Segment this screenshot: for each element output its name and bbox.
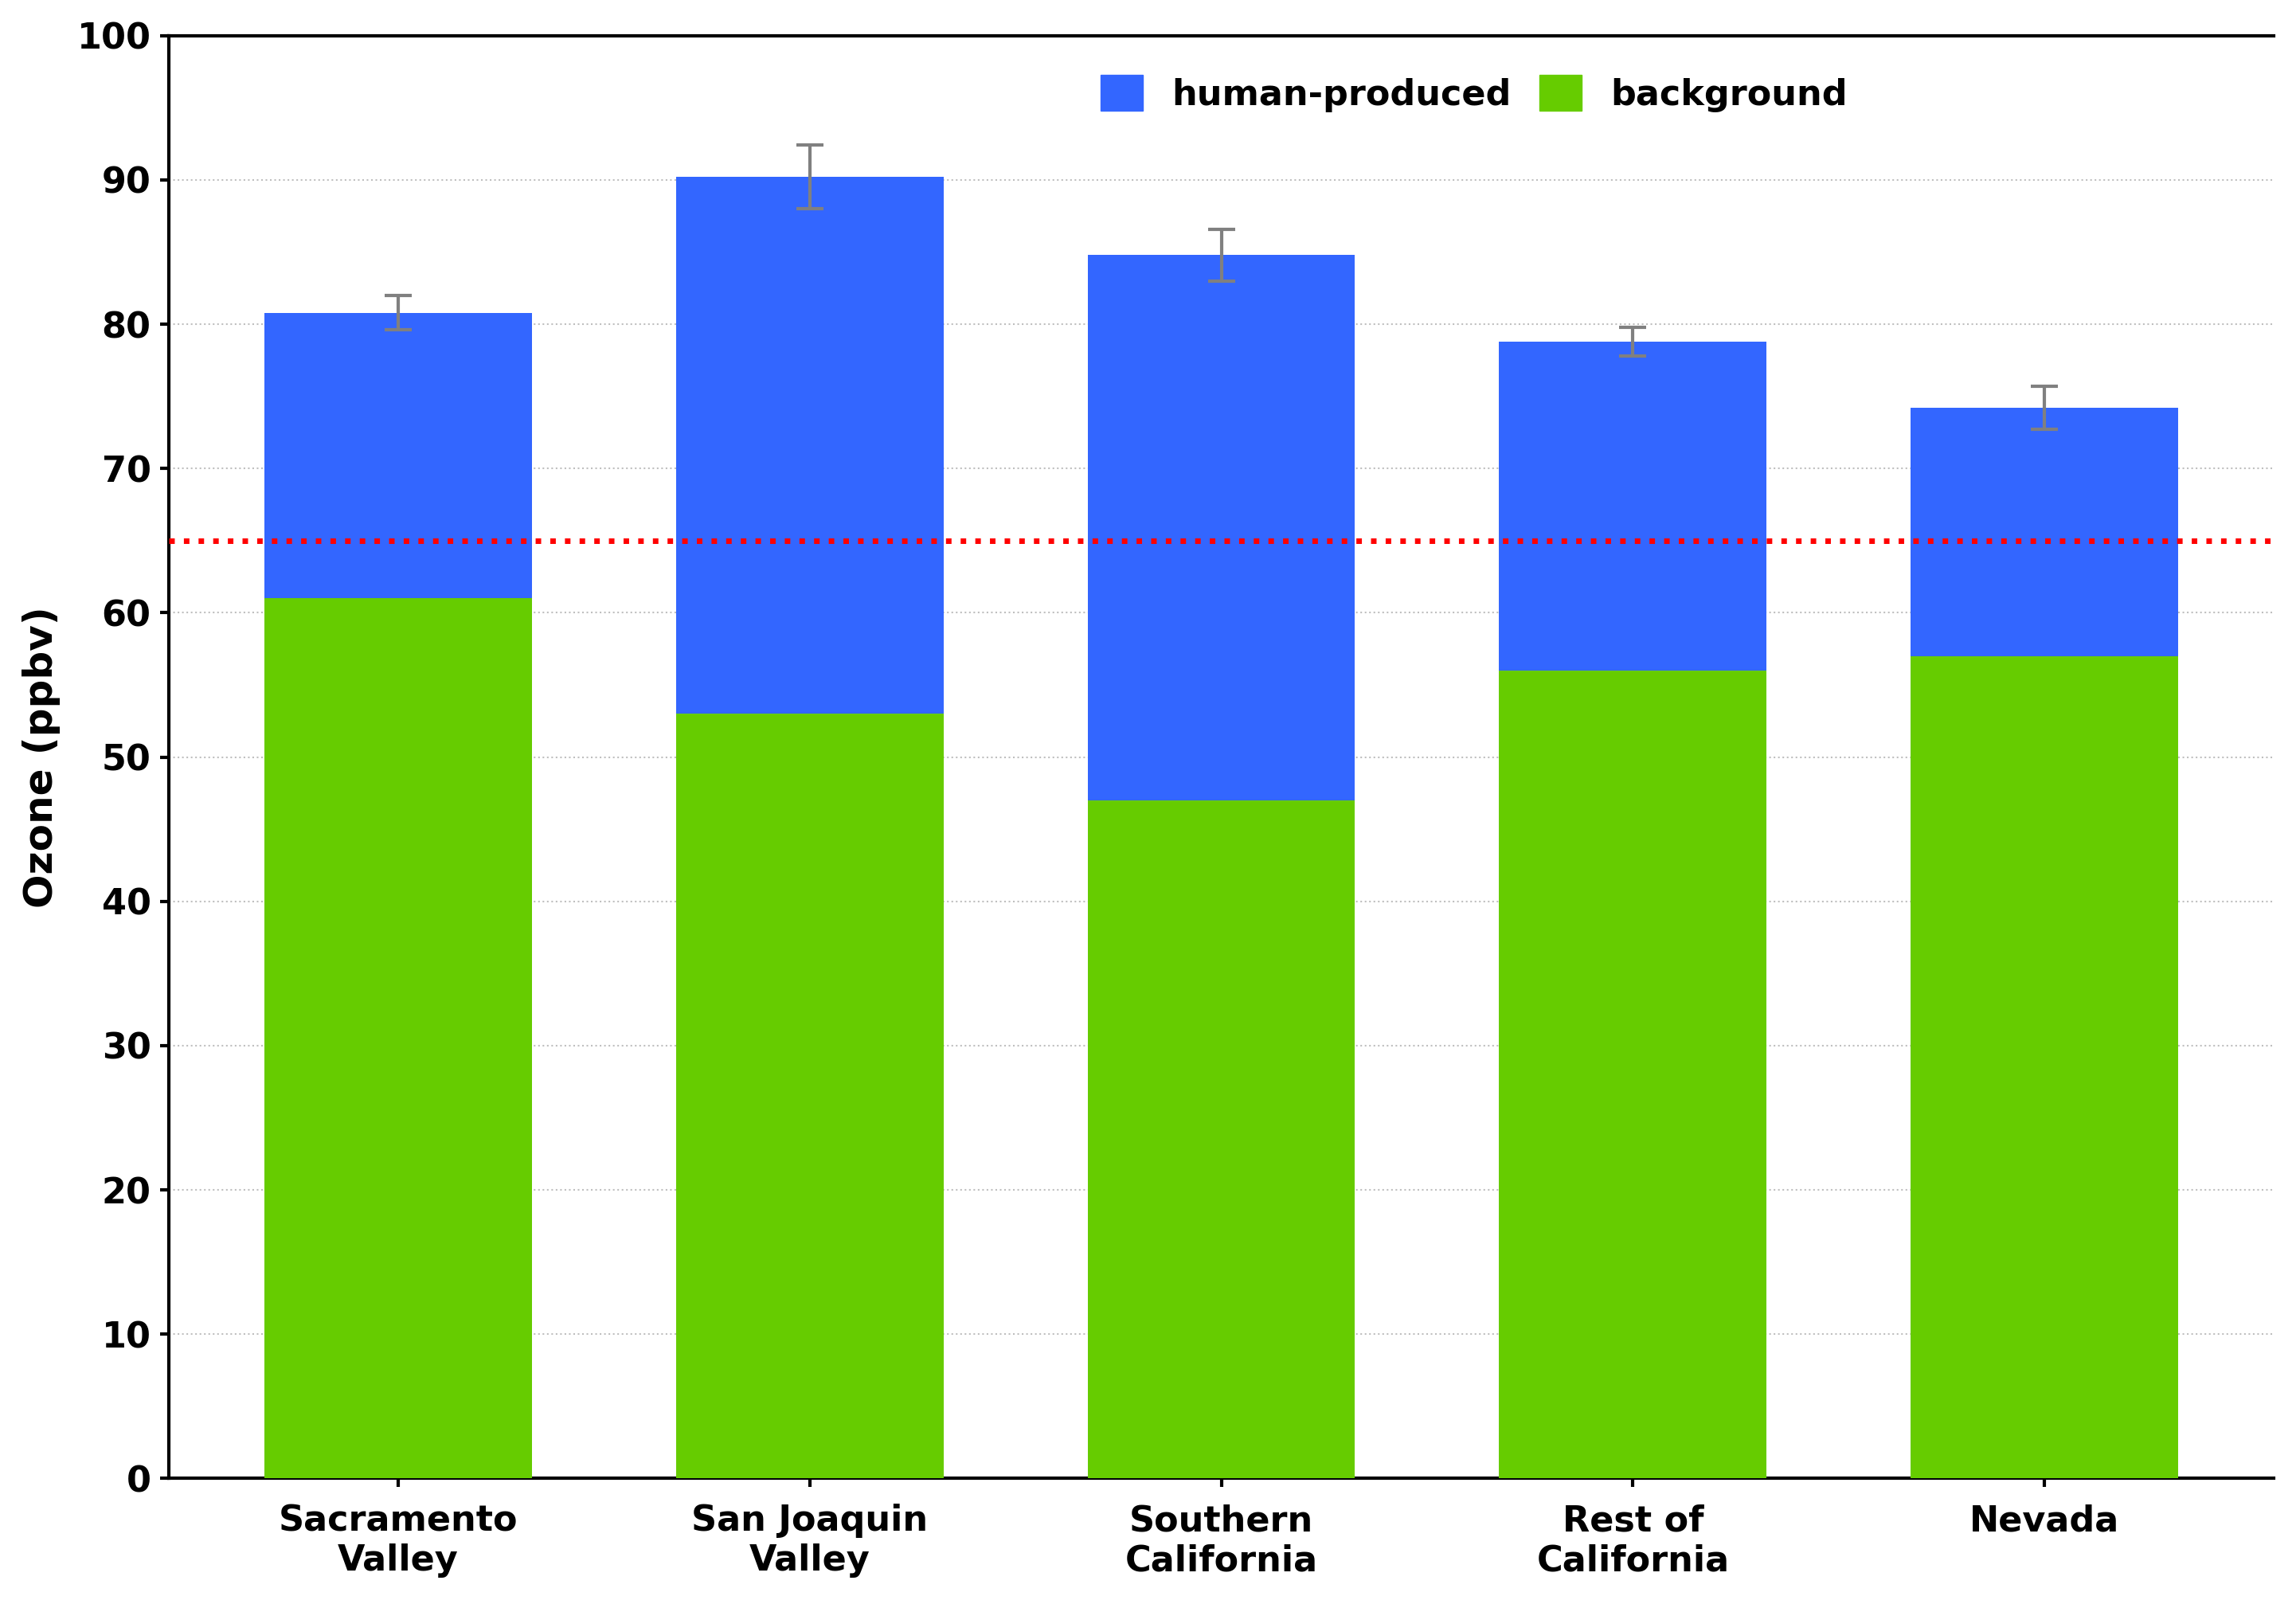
Bar bbox=[675, 178, 944, 714]
Bar bbox=[264, 312, 533, 598]
Bar bbox=[1910, 656, 2179, 1478]
Bar bbox=[675, 714, 944, 1478]
Bar bbox=[264, 598, 533, 1478]
Bar bbox=[1910, 408, 2179, 656]
Bar bbox=[1088, 800, 1355, 1478]
Legend: human-produced, background: human-produced, background bbox=[1086, 61, 1862, 126]
Bar bbox=[1088, 254, 1355, 800]
Y-axis label: Ozone (ppbv): Ozone (ppbv) bbox=[23, 606, 60, 907]
Bar bbox=[1499, 341, 1766, 670]
Bar bbox=[1499, 670, 1766, 1478]
